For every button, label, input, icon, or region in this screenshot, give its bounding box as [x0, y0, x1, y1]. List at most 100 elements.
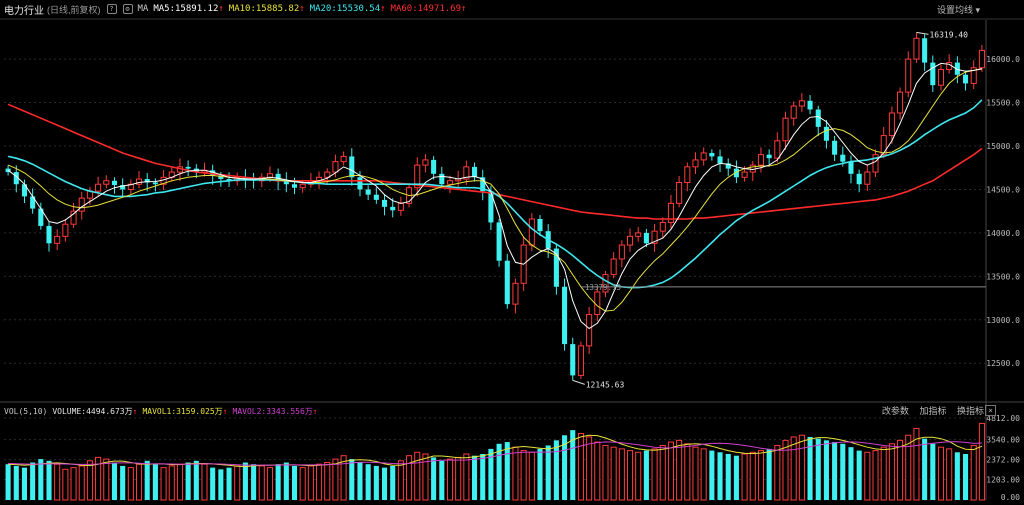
gear-icon[interactable]: ⚙: [122, 4, 133, 14]
ma20-value: MA20:15530.54: [309, 4, 381, 14]
volume-bar: [577, 433, 584, 501]
edit-params-button[interactable]: 改参数: [881, 406, 909, 416]
volume-bar: [95, 456, 102, 501]
volume-bar: [741, 453, 748, 501]
candle-body: [774, 140, 781, 159]
volume-bar: [406, 455, 413, 501]
candle-body: [856, 173, 862, 185]
ma-settings-label: 设置均线: [936, 5, 973, 15]
volume-bar: [62, 468, 69, 501]
candle-body: [725, 163, 731, 169]
candle-body: [618, 244, 625, 260]
volume-tick-label: 2372.00: [986, 456, 1020, 465]
chart-header: 电力行业 (日线,前复权) ? ⚙ MA MA5:15891.12 ↑ MA10:…: [0, 0, 1024, 18]
help-icon[interactable]: ?: [106, 4, 117, 14]
candle-body: [733, 168, 739, 178]
volume-bar: [291, 465, 298, 500]
volume-bar: [283, 462, 289, 500]
volume-bar: [905, 434, 912, 501]
ma5-line: [7, 62, 983, 330]
candle-body: [659, 221, 666, 232]
volume-tick-label: 1203.00: [986, 476, 1020, 485]
volume-bar: [480, 453, 486, 500]
volume-bar: [431, 457, 437, 500]
volume-bar: [643, 450, 649, 500]
volume-bar: [86, 460, 93, 501]
ma5-up-arrow-icon: ↑: [218, 4, 224, 14]
price-tick-label: 14000.0: [986, 229, 1020, 238]
volume-bar: [856, 450, 862, 500]
candle-body: [757, 154, 764, 166]
candle-body: [913, 37, 920, 60]
candle-body: [553, 248, 559, 287]
volume-bar: [684, 443, 691, 501]
candle-body: [135, 178, 143, 185]
volume-bar: [251, 464, 257, 500]
candle-body: [111, 180, 118, 186]
candle-body: [185, 166, 191, 169]
volume-bar: [422, 453, 429, 501]
candle-body: [463, 166, 470, 180]
chart-title: 电力行业: [4, 5, 44, 17]
volume-bar: [570, 430, 576, 500]
volume-bar: [888, 443, 895, 501]
volume-bar: [135, 463, 143, 501]
candle-body: [782, 117, 789, 142]
candle-body: [242, 177, 248, 180]
candle-body: [610, 258, 617, 276]
volume-bar: [381, 467, 388, 500]
volume-bar: [922, 438, 928, 500]
volume-bar: [193, 460, 199, 500]
volume-bar: [970, 444, 977, 501]
candle-body: [749, 164, 756, 173]
candle-body: [840, 154, 846, 162]
switch-indicator-button[interactable]: 换指标: [956, 406, 984, 416]
ma60-value: MA60:14971.69: [390, 4, 461, 14]
volume-tick-label: 4812.00: [986, 414, 1020, 423]
candle-body: [741, 171, 748, 178]
candle-body: [922, 38, 928, 63]
volume-bar: [545, 445, 551, 500]
candle-body: [70, 210, 77, 225]
volume-bar: [390, 465, 396, 500]
chart-subtitle: (日线,前复权): [47, 4, 101, 15]
candle-body: [667, 202, 674, 223]
candle-body: [930, 62, 936, 86]
volume-bar: [872, 450, 879, 501]
volume-tick-label: 0.00: [1001, 493, 1020, 502]
volume-tick-label: 3540.00: [986, 436, 1020, 445]
volume-bar: [757, 450, 764, 501]
candle-body: [766, 154, 772, 159]
price-tick-label: 16000.0: [986, 55, 1020, 64]
candle-body: [626, 235, 634, 246]
candle-body: [815, 109, 821, 127]
vol-label: VOL(5,10): [4, 406, 48, 416]
volume-bar: [144, 460, 150, 500]
add-indicator-button[interactable]: 加指标: [919, 406, 947, 416]
mavol1-up-arrow-icon: ↑: [222, 406, 228, 416]
volume-bar: [38, 459, 44, 500]
volume-bar: [242, 462, 248, 500]
candle-body: [357, 177, 363, 190]
volume-bar: [103, 458, 110, 501]
volume-bar: [946, 448, 953, 501]
volume-bar: [594, 441, 601, 501]
volume-bar: [439, 460, 445, 500]
volume-bar: [340, 455, 347, 501]
volume-bar: [176, 463, 183, 501]
volume-bar: [488, 448, 494, 500]
volume-bar: [880, 446, 887, 501]
volume-bar: [659, 444, 666, 501]
volume-bar: [46, 460, 52, 500]
candle-body: [832, 140, 838, 155]
volume-bar: [152, 464, 158, 500]
candle-body: [446, 180, 454, 185]
price-tick-label: 15500.0: [986, 99, 1020, 108]
close-icon[interactable]: ×: [985, 405, 996, 416]
volume-bar: [324, 462, 331, 501]
candle-body: [95, 183, 102, 192]
volume-bar: [258, 465, 265, 501]
ma-settings-button[interactable]: 设置均线 ▾: [937, 3, 980, 16]
candle-body: [291, 184, 298, 188]
